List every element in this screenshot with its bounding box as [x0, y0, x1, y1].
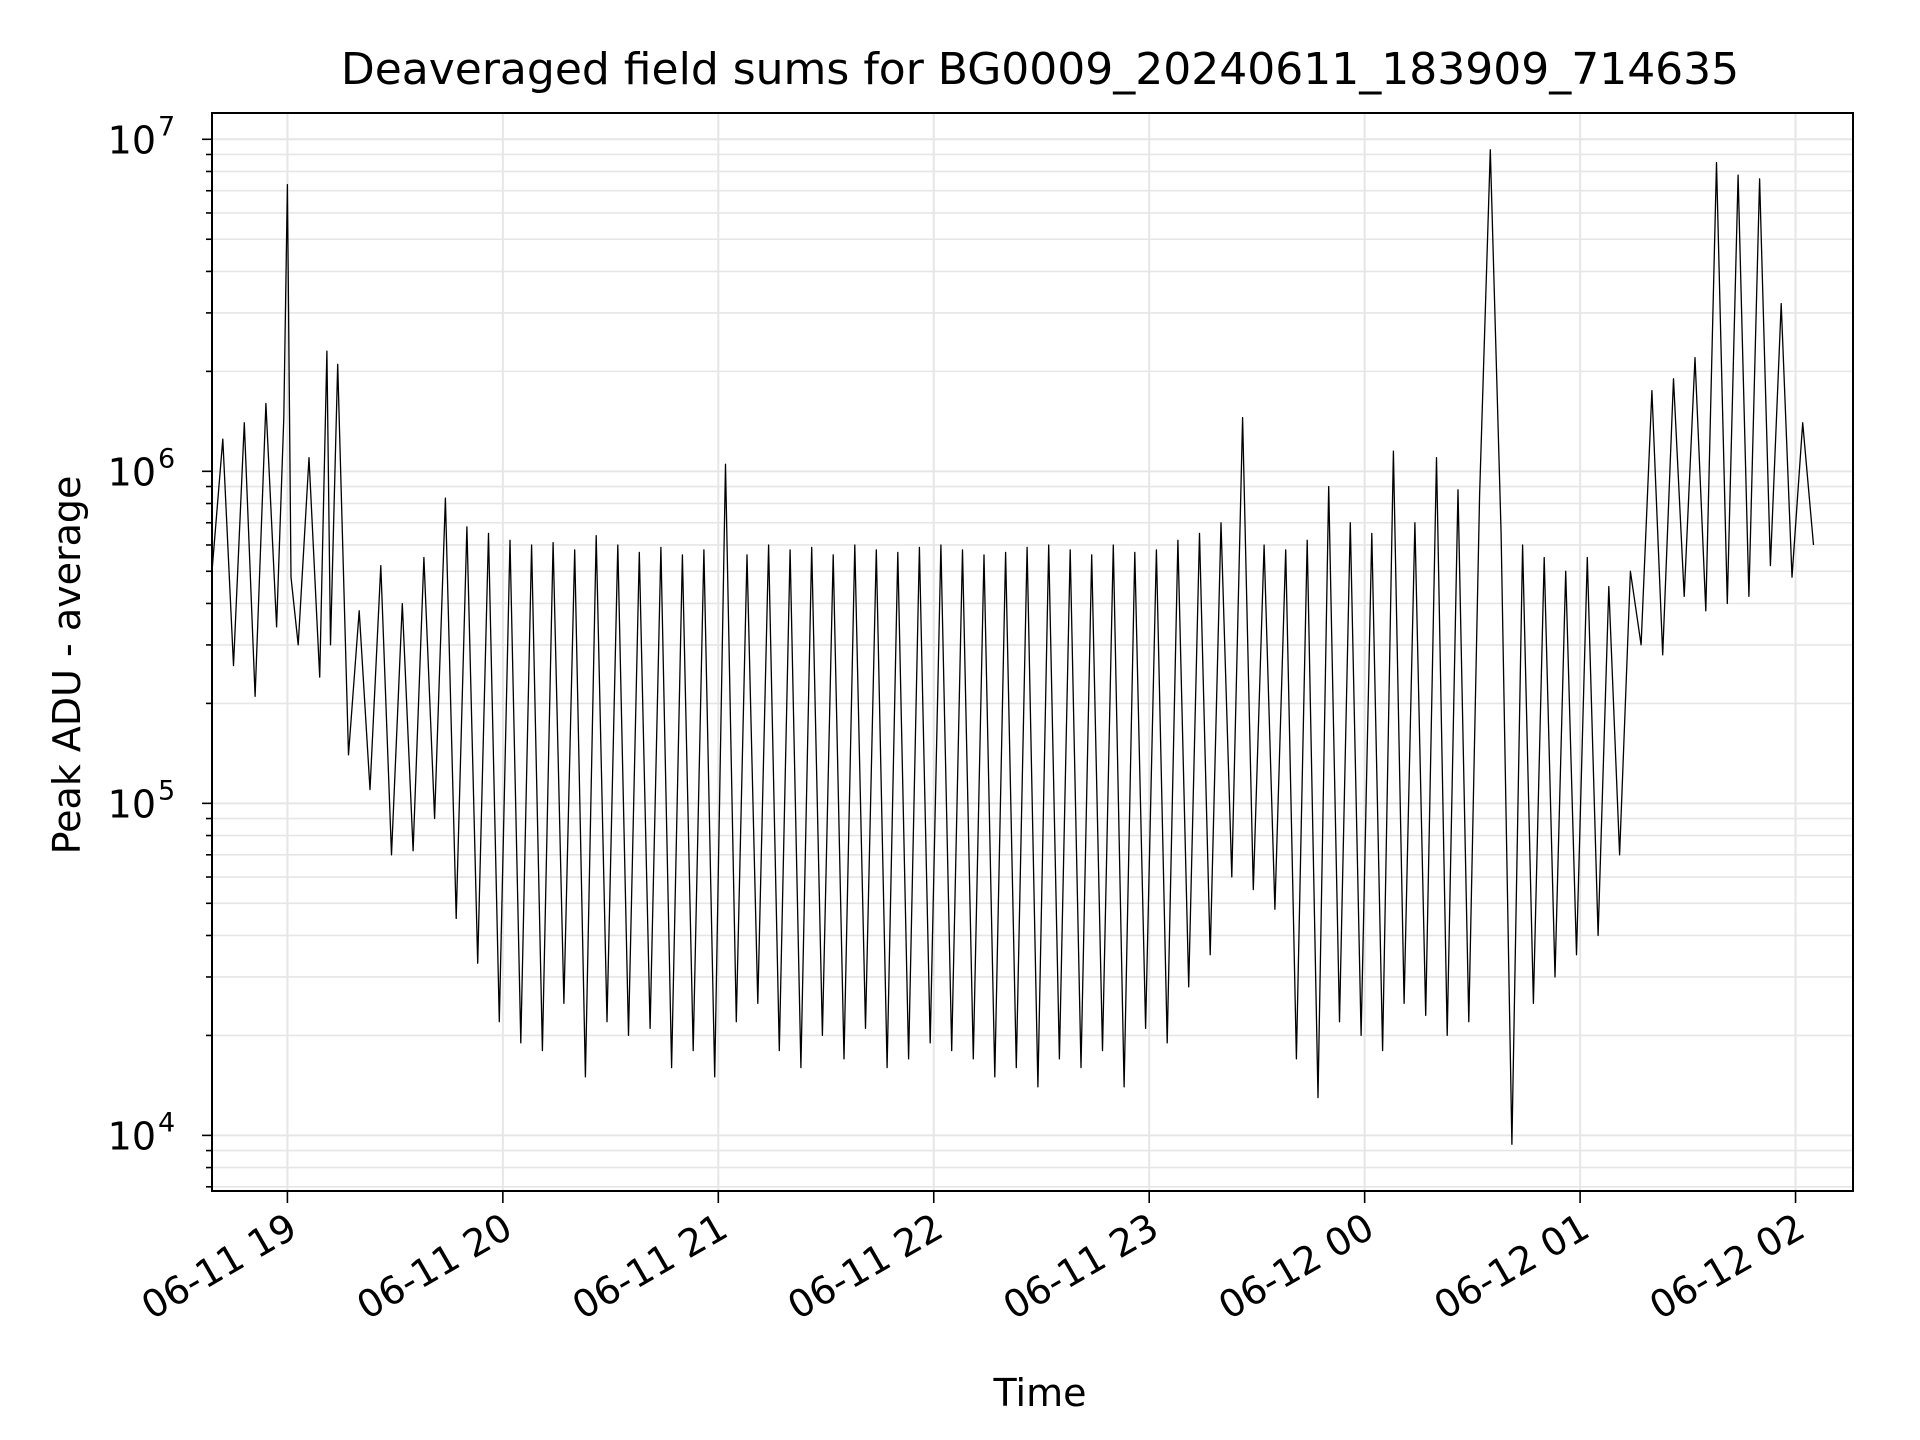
series-group: [211, 149, 1815, 1145]
plot-frame: [211, 112, 1854, 1192]
y-tick-exponent: 4: [158, 1107, 175, 1138]
y-tick-exponent: 6: [158, 443, 175, 474]
chart-title: Deaveraged field sums for BG0009_2024061…: [341, 44, 1739, 95]
y-tick-exponent: 7: [158, 111, 175, 142]
y-tick-label: 10: [108, 118, 156, 162]
y-tick-exponent: 5: [158, 775, 175, 806]
y-tick-label: 10: [108, 1114, 156, 1158]
x-axis-label: Time: [993, 1371, 1087, 1415]
y-axis-label: Peak ADU - average: [45, 476, 89, 855]
y-tick-label: 10: [108, 782, 156, 826]
series-line: [211, 149, 1815, 1145]
y-tick-label: 10: [108, 450, 156, 494]
